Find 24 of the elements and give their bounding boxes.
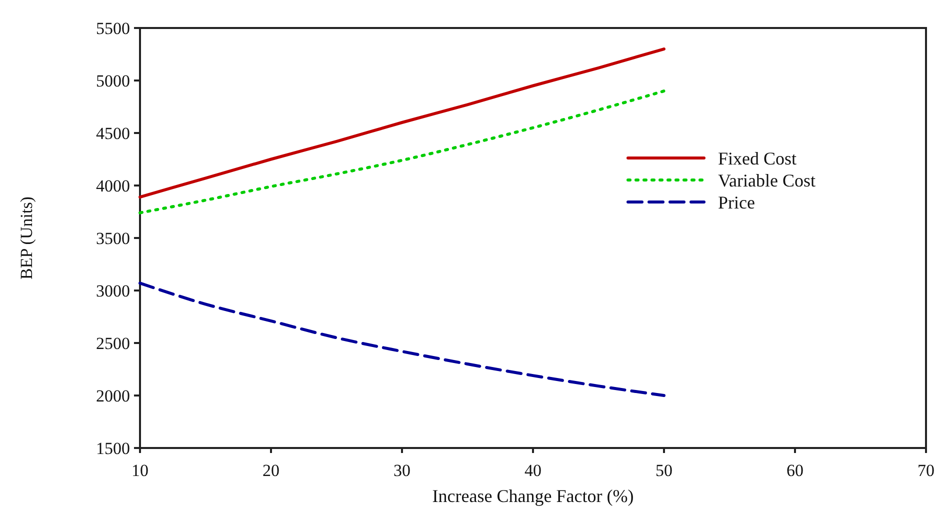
legend-label: Price bbox=[718, 192, 755, 212]
y-tick-label: 2500 bbox=[96, 334, 130, 353]
x-tick-label: 70 bbox=[918, 461, 934, 480]
line-series bbox=[138, 90, 666, 214]
y-axis-title: BEP (Units) bbox=[17, 196, 36, 280]
y-tick-label: 2000 bbox=[96, 386, 130, 406]
x-tick-label: 10 bbox=[132, 461, 148, 480]
y-tick-label: 5500 bbox=[96, 18, 130, 38]
x-tick-label: 60 bbox=[786, 461, 804, 480]
x-tick-label: 40 bbox=[524, 461, 542, 480]
x-tick-label: 20 bbox=[262, 461, 280, 480]
legend-label: Variable Cost bbox=[718, 170, 816, 190]
line-series bbox=[138, 48, 666, 199]
x-axis-title: Increase Change Factor (%) bbox=[432, 486, 634, 506]
y-tick-label: 5000 bbox=[96, 71, 130, 90]
x-tick-label: 50 bbox=[656, 461, 672, 480]
y-tick-label: 4000 bbox=[96, 176, 130, 196]
y-tick-label: 3000 bbox=[96, 281, 130, 300]
y-tick-label: 1500 bbox=[96, 438, 130, 458]
line-series bbox=[138, 282, 666, 397]
legend-label: Fixed Cost bbox=[718, 148, 797, 168]
y-tick-label: 3500 bbox=[96, 228, 130, 248]
x-tick-label: 30 bbox=[394, 461, 410, 480]
y-tick-label: 4500 bbox=[96, 124, 130, 143]
